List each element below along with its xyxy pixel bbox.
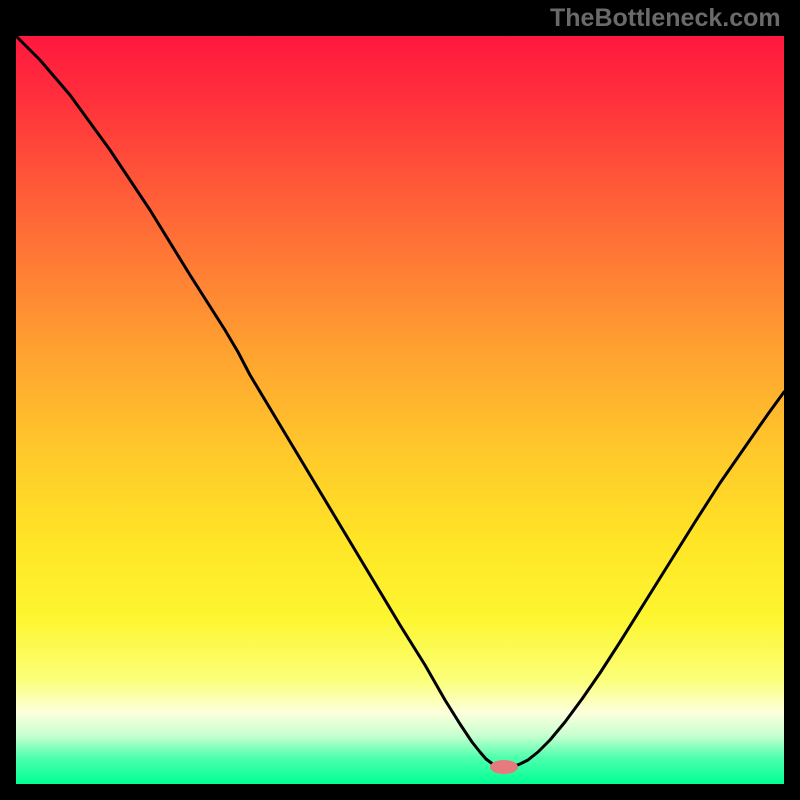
plot-background xyxy=(16,36,784,784)
current-config-marker xyxy=(490,760,518,774)
watermark-text: TheBottleneck.com xyxy=(550,4,781,33)
bottleneck-chart xyxy=(0,0,800,800)
